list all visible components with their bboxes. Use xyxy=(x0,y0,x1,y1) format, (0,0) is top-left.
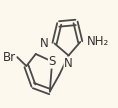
Text: N: N xyxy=(40,37,49,50)
Text: N: N xyxy=(64,57,73,70)
Text: NH₂: NH₂ xyxy=(87,35,110,48)
Text: S: S xyxy=(48,55,56,68)
Text: Br: Br xyxy=(3,51,16,64)
